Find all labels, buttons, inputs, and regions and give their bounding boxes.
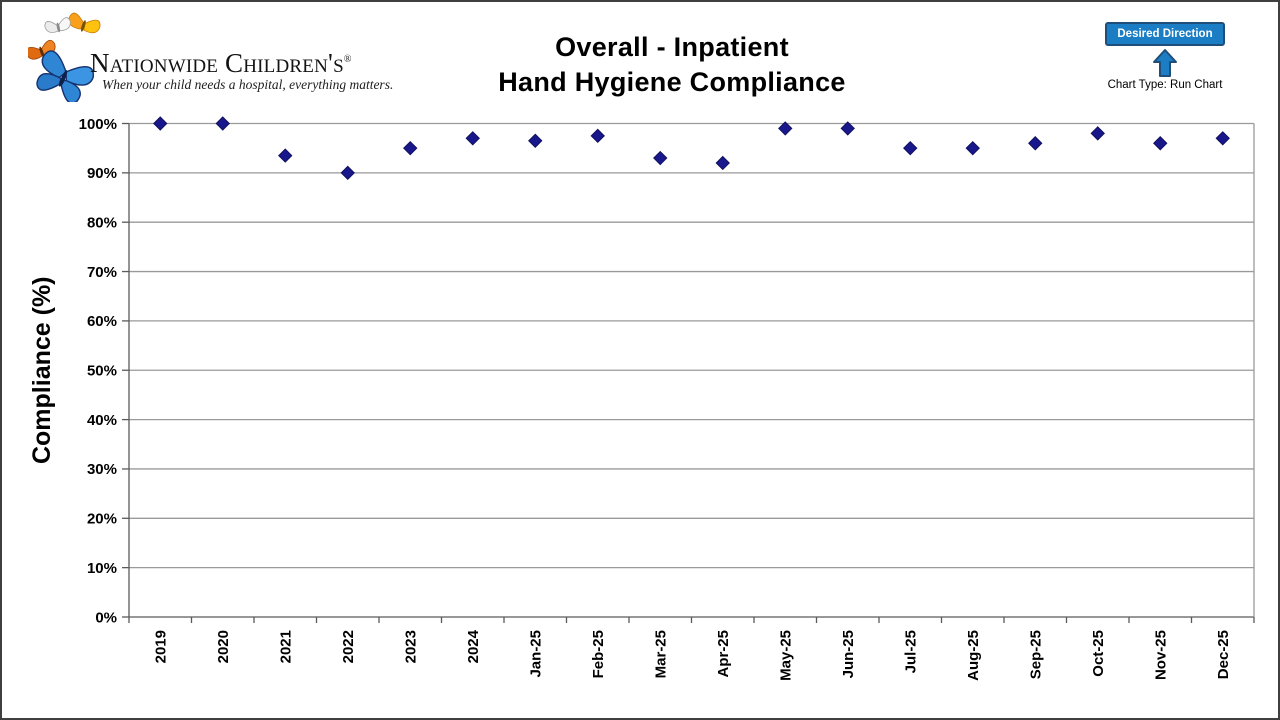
svg-text:Nov-25: Nov-25 xyxy=(1153,630,1170,680)
svg-text:Compliance (%): Compliance (%) xyxy=(28,276,56,464)
svg-text:100%: 100% xyxy=(79,116,117,133)
svg-text:Jul-25: Jul-25 xyxy=(903,630,920,673)
svg-text:Dec-25: Dec-25 xyxy=(1215,630,1232,679)
title-line-2: Hand Hygiene Compliance xyxy=(498,67,846,97)
desired-direction-badge: Desired Direction xyxy=(1105,22,1225,46)
svg-text:Jun-25: Jun-25 xyxy=(840,630,857,678)
svg-text:Jan-25: Jan-25 xyxy=(528,630,545,678)
butterflies-icon xyxy=(28,12,101,102)
svg-text:2023: 2023 xyxy=(403,630,420,663)
chart-type-label: Chart Type: Run Chart xyxy=(1107,79,1223,91)
svg-text:50%: 50% xyxy=(87,363,117,380)
svg-text:Feb-25: Feb-25 xyxy=(590,630,607,678)
registered-mark: ® xyxy=(343,54,352,65)
svg-text:90%: 90% xyxy=(87,165,117,182)
svg-text:0%: 0% xyxy=(95,609,117,626)
title-line-1: Overall - Inpatient xyxy=(555,32,789,62)
svg-text:Sep-25: Sep-25 xyxy=(1028,630,1045,679)
svg-text:2019: 2019 xyxy=(153,630,170,663)
svg-text:May-25: May-25 xyxy=(778,630,795,681)
logo-text-block: Nationwide Children's® When your child n… xyxy=(90,46,394,93)
svg-text:2022: 2022 xyxy=(340,630,357,663)
desired-direction-group: Desired Direction Chart Type: Run Chart xyxy=(1100,22,1230,91)
svg-text:2021: 2021 xyxy=(278,630,295,663)
svg-text:60%: 60% xyxy=(87,313,117,330)
svg-text:Apr-25: Apr-25 xyxy=(715,630,732,678)
svg-text:Aug-25: Aug-25 xyxy=(965,630,982,681)
nationwide-childrens-logo: Nationwide Children's® When your child n… xyxy=(28,6,394,106)
svg-text:Oct-25: Oct-25 xyxy=(1090,630,1107,677)
svg-text:10%: 10% xyxy=(87,560,117,577)
svg-text:40%: 40% xyxy=(87,412,117,429)
logo-name: Nationwide Children's® xyxy=(90,48,352,78)
svg-text:20%: 20% xyxy=(87,511,117,528)
svg-text:80%: 80% xyxy=(87,214,117,231)
svg-text:2024: 2024 xyxy=(465,629,482,663)
svg-text:2020: 2020 xyxy=(215,630,232,663)
svg-text:70%: 70% xyxy=(87,264,117,281)
up-arrow-icon xyxy=(1100,48,1230,78)
page-title: Overall - Inpatient Hand Hygiene Complia… xyxy=(392,30,952,100)
svg-text:30%: 30% xyxy=(87,461,117,478)
svg-text:Mar-25: Mar-25 xyxy=(653,630,670,678)
logo-tagline: When your child needs a hospital, everyt… xyxy=(102,77,394,92)
